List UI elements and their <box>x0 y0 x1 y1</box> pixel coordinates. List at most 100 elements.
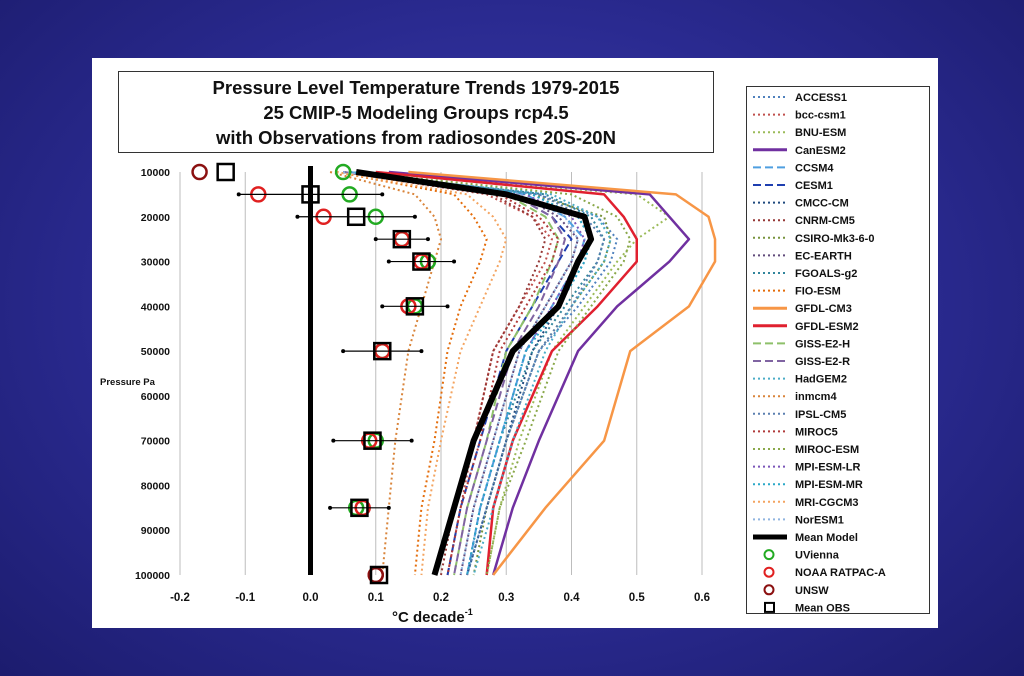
legend-label: CNRM-CM5 <box>795 215 855 227</box>
series-line <box>342 171 553 576</box>
legend-label: HadGEM2 <box>795 374 847 386</box>
mean-obs-marker <box>346 207 366 227</box>
obs-marker <box>191 163 208 181</box>
legend-label: GFDL-ESM2 <box>795 321 859 333</box>
series-line <box>388 170 691 576</box>
series-line <box>336 171 508 576</box>
error-bar-end <box>295 214 300 219</box>
legend-label: MPI-ESM-MR <box>795 479 863 491</box>
chart-title-line-3: with Observations from radiosondes 20S-2… <box>216 127 616 148</box>
y-tick-label: 30000 <box>141 257 170 269</box>
error-bar-end <box>380 192 385 197</box>
legend-label: EC-EARTH <box>795 250 852 262</box>
error-bar-end <box>452 259 457 264</box>
series-line <box>355 169 595 576</box>
series-line <box>343 171 606 576</box>
legend-label: GFDL-CM3 <box>795 303 852 315</box>
mean-obs-marker <box>392 229 412 249</box>
series-line <box>349 171 606 576</box>
legend-marker <box>764 601 775 613</box>
error-bar-end <box>380 304 385 309</box>
x-tick-label: 0.4 <box>564 592 581 604</box>
error-bar-end <box>373 237 378 242</box>
chart-legend: ACCESS1 bcc-csm1 BNU-ESM CanESM2 CCSM4 CESM1 C… <box>746 86 930 614</box>
y-tick-label: 100000 <box>135 570 170 582</box>
error-bar-end <box>425 237 430 242</box>
series-line <box>342 171 566 576</box>
y-tick-label: 40000 <box>141 301 170 313</box>
series-line <box>375 171 671 576</box>
y-tick-label: 20000 <box>141 212 170 224</box>
error-bar-end <box>412 214 417 219</box>
legend-label: CMCC-CM <box>795 198 849 210</box>
error-bar-end <box>341 349 346 354</box>
x-tick-label: 0.1 <box>368 592 385 604</box>
legend-label: GISS-E2-R <box>795 356 850 368</box>
x-tick-label: 0.2 <box>433 592 449 604</box>
legend-label: Mean Model <box>795 532 858 544</box>
obs-marker <box>334 163 352 181</box>
y-tick-label: 80000 <box>141 480 170 492</box>
x-axis-label-sup: -1 <box>465 607 473 617</box>
legend-label: MIROC5 <box>795 426 838 438</box>
legend-label: NOAA RATPAC-A <box>795 567 886 579</box>
x-tick-label: 0.0 <box>303 592 319 604</box>
chart-title: Pressure Level Temperature Trends 1979-2… <box>118 71 714 153</box>
series-line <box>356 171 632 576</box>
legend-label: MRI-CGCM3 <box>795 497 859 509</box>
legend-label: ACCESS1 <box>795 92 847 104</box>
x-tick-label: 0.6 <box>694 592 710 604</box>
x-tick-label: -0.1 <box>235 592 255 604</box>
series-line <box>329 171 442 576</box>
legend-marker <box>763 549 775 561</box>
series-line <box>342 171 573 576</box>
error-bar-end <box>445 304 450 309</box>
legend-label: bcc-csm1 <box>795 110 846 122</box>
series-line <box>408 170 717 576</box>
x-tick-label: 0.3 <box>498 592 514 604</box>
legend-label: FGOALS-g2 <box>795 268 857 280</box>
y-axis-label: Pressure Pa <box>100 377 156 388</box>
legend-label: FIO-ESM <box>795 286 841 298</box>
y-tick-label: 10000 <box>141 167 170 179</box>
chart-slide: -0.2 -0.1 0.0 0.1 0.2 0.3 0.4 0.5 0.6 10000 20000… <box>92 58 938 628</box>
x-tick-label: -0.2 <box>170 592 190 604</box>
error-bar-end <box>328 505 333 510</box>
chart-plot: -0.2 -0.1 0.0 0.1 0.2 0.3 0.4 0.5 0.6 10000 20000… <box>100 162 717 626</box>
error-bar-end <box>409 438 414 443</box>
mean-obs-marker <box>350 498 369 518</box>
mean-obs-marker <box>216 162 235 182</box>
mean-obs-marker <box>363 431 382 450</box>
y-tick-label: 60000 <box>141 391 170 403</box>
legend-marker <box>763 584 775 596</box>
legend-label: CanESM2 <box>795 145 846 157</box>
legend-label: Mean OBS <box>795 602 850 614</box>
x-axis-label: °C decade-1 <box>392 607 473 626</box>
series-line <box>342 171 560 576</box>
legend-label: MIROC-ESM <box>795 444 859 456</box>
legend-label: IPSL-CM5 <box>795 409 846 421</box>
chart-title-line-2: 25 CMIP-5 Modeling Groups rcp4.5 <box>263 102 569 123</box>
error-bar-end <box>236 192 241 197</box>
error-bar-end <box>386 259 391 264</box>
legend-label: NorESM1 <box>795 514 844 526</box>
legend-label: BNU-ESM <box>795 127 846 139</box>
mean-obs-marker <box>373 341 392 361</box>
error-bar-end <box>331 438 336 443</box>
error-bar-end <box>419 349 424 354</box>
y-tick-label: 70000 <box>141 436 170 448</box>
legend-label: inmcm4 <box>795 391 837 403</box>
mean-obs-marker <box>369 565 389 585</box>
legend-label: GISS-E2-H <box>795 338 850 350</box>
legend-marker <box>763 566 775 578</box>
legend-label: CCSM4 <box>795 162 834 174</box>
series-line <box>375 170 638 576</box>
mean-obs-marker <box>405 297 425 316</box>
legend-label: MPI-ESM-LR <box>795 462 860 474</box>
y-tick-label: 50000 <box>141 346 170 358</box>
mean-obs-marker <box>301 185 320 204</box>
legend-label: UVienna <box>795 550 840 562</box>
y-tick-label: 90000 <box>141 525 170 537</box>
legend-label: UNSW <box>795 585 829 597</box>
mean-obs-marker <box>412 252 431 271</box>
